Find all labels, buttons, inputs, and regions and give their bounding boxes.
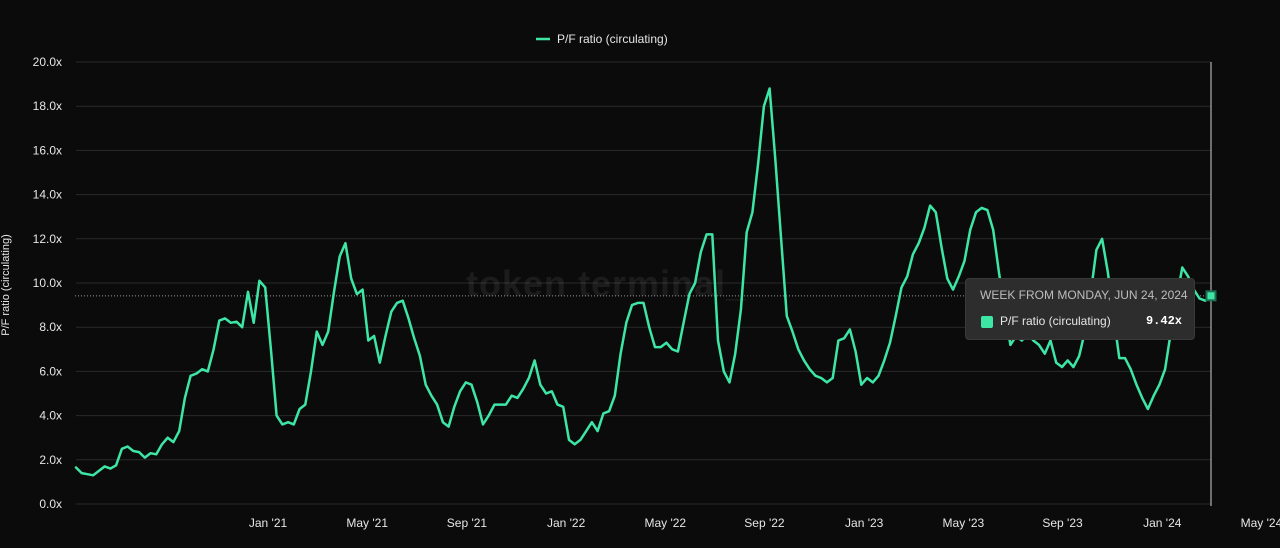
watermark: token terminal_ — [466, 263, 747, 304]
x-tick-label: May '22 — [644, 516, 686, 530]
grid — [76, 61, 1211, 505]
y-tick-label: 4.0x — [39, 409, 62, 423]
hover-point[interactable] — [1205, 290, 1217, 302]
series-group — [74, 87, 1213, 477]
tooltip-swatch — [981, 316, 993, 328]
x-tick-label: Sep '23 — [1042, 516, 1083, 530]
tooltip-value: 9.42x — [1145, 314, 1182, 328]
y-tick-label: 2.0x — [39, 453, 62, 467]
tooltip: WEEK FROM MONDAY, JUN 24, 2024 P/F ratio… — [965, 278, 1195, 340]
y-tick-label: 20.0x — [33, 55, 62, 69]
tooltip-title: WEEK FROM MONDAY, JUN 24, 2024 — [980, 288, 1188, 302]
x-tick-label: Jan '23 — [845, 516, 884, 530]
y-tick-label: 8.0x — [39, 320, 62, 334]
x-tick-label: May '21 — [346, 516, 388, 530]
legend-label: P/F ratio (circulating) — [557, 32, 668, 46]
y-tick-label: 10.0x — [33, 276, 62, 290]
series-line-pf-ratio — [74, 87, 1213, 477]
y-tick-label: 0.0x — [39, 497, 62, 511]
y-axis: 0.0x 2.0x 4.0x 6.0x 8.0x 10.0x 12.0x 14.0x 16.0x… — [33, 55, 62, 511]
tooltip-series-name: P/F ratio (circulating) — [1000, 314, 1111, 328]
y-tick-label: 16.0x — [33, 143, 62, 157]
x-tick-label: Jan '21 — [249, 516, 288, 530]
y-tick-label: 6.0x — [39, 364, 62, 378]
x-tick-label: Jan '22 — [547, 516, 586, 530]
legend: P/F ratio (circulating) — [536, 32, 668, 46]
x-tick-label: May '23 — [943, 516, 985, 530]
y-tick-label: 18.0x — [33, 99, 62, 113]
x-tick-label: Sep '21 — [447, 516, 488, 530]
x-tick-label: May '24 — [1241, 516, 1280, 530]
x-tick-label: Sep '22 — [744, 516, 785, 530]
y-axis-label: P/F ratio (circulating) — [0, 234, 12, 335]
x-axis: Jan '21 May '21 Sep '21 Jan '22 May '22 Sep '… — [249, 516, 1280, 530]
y-tick-label: 12.0x — [33, 232, 62, 246]
y-tick-label: 14.0x — [33, 188, 62, 202]
x-tick-label: Jan '24 — [1143, 516, 1182, 530]
